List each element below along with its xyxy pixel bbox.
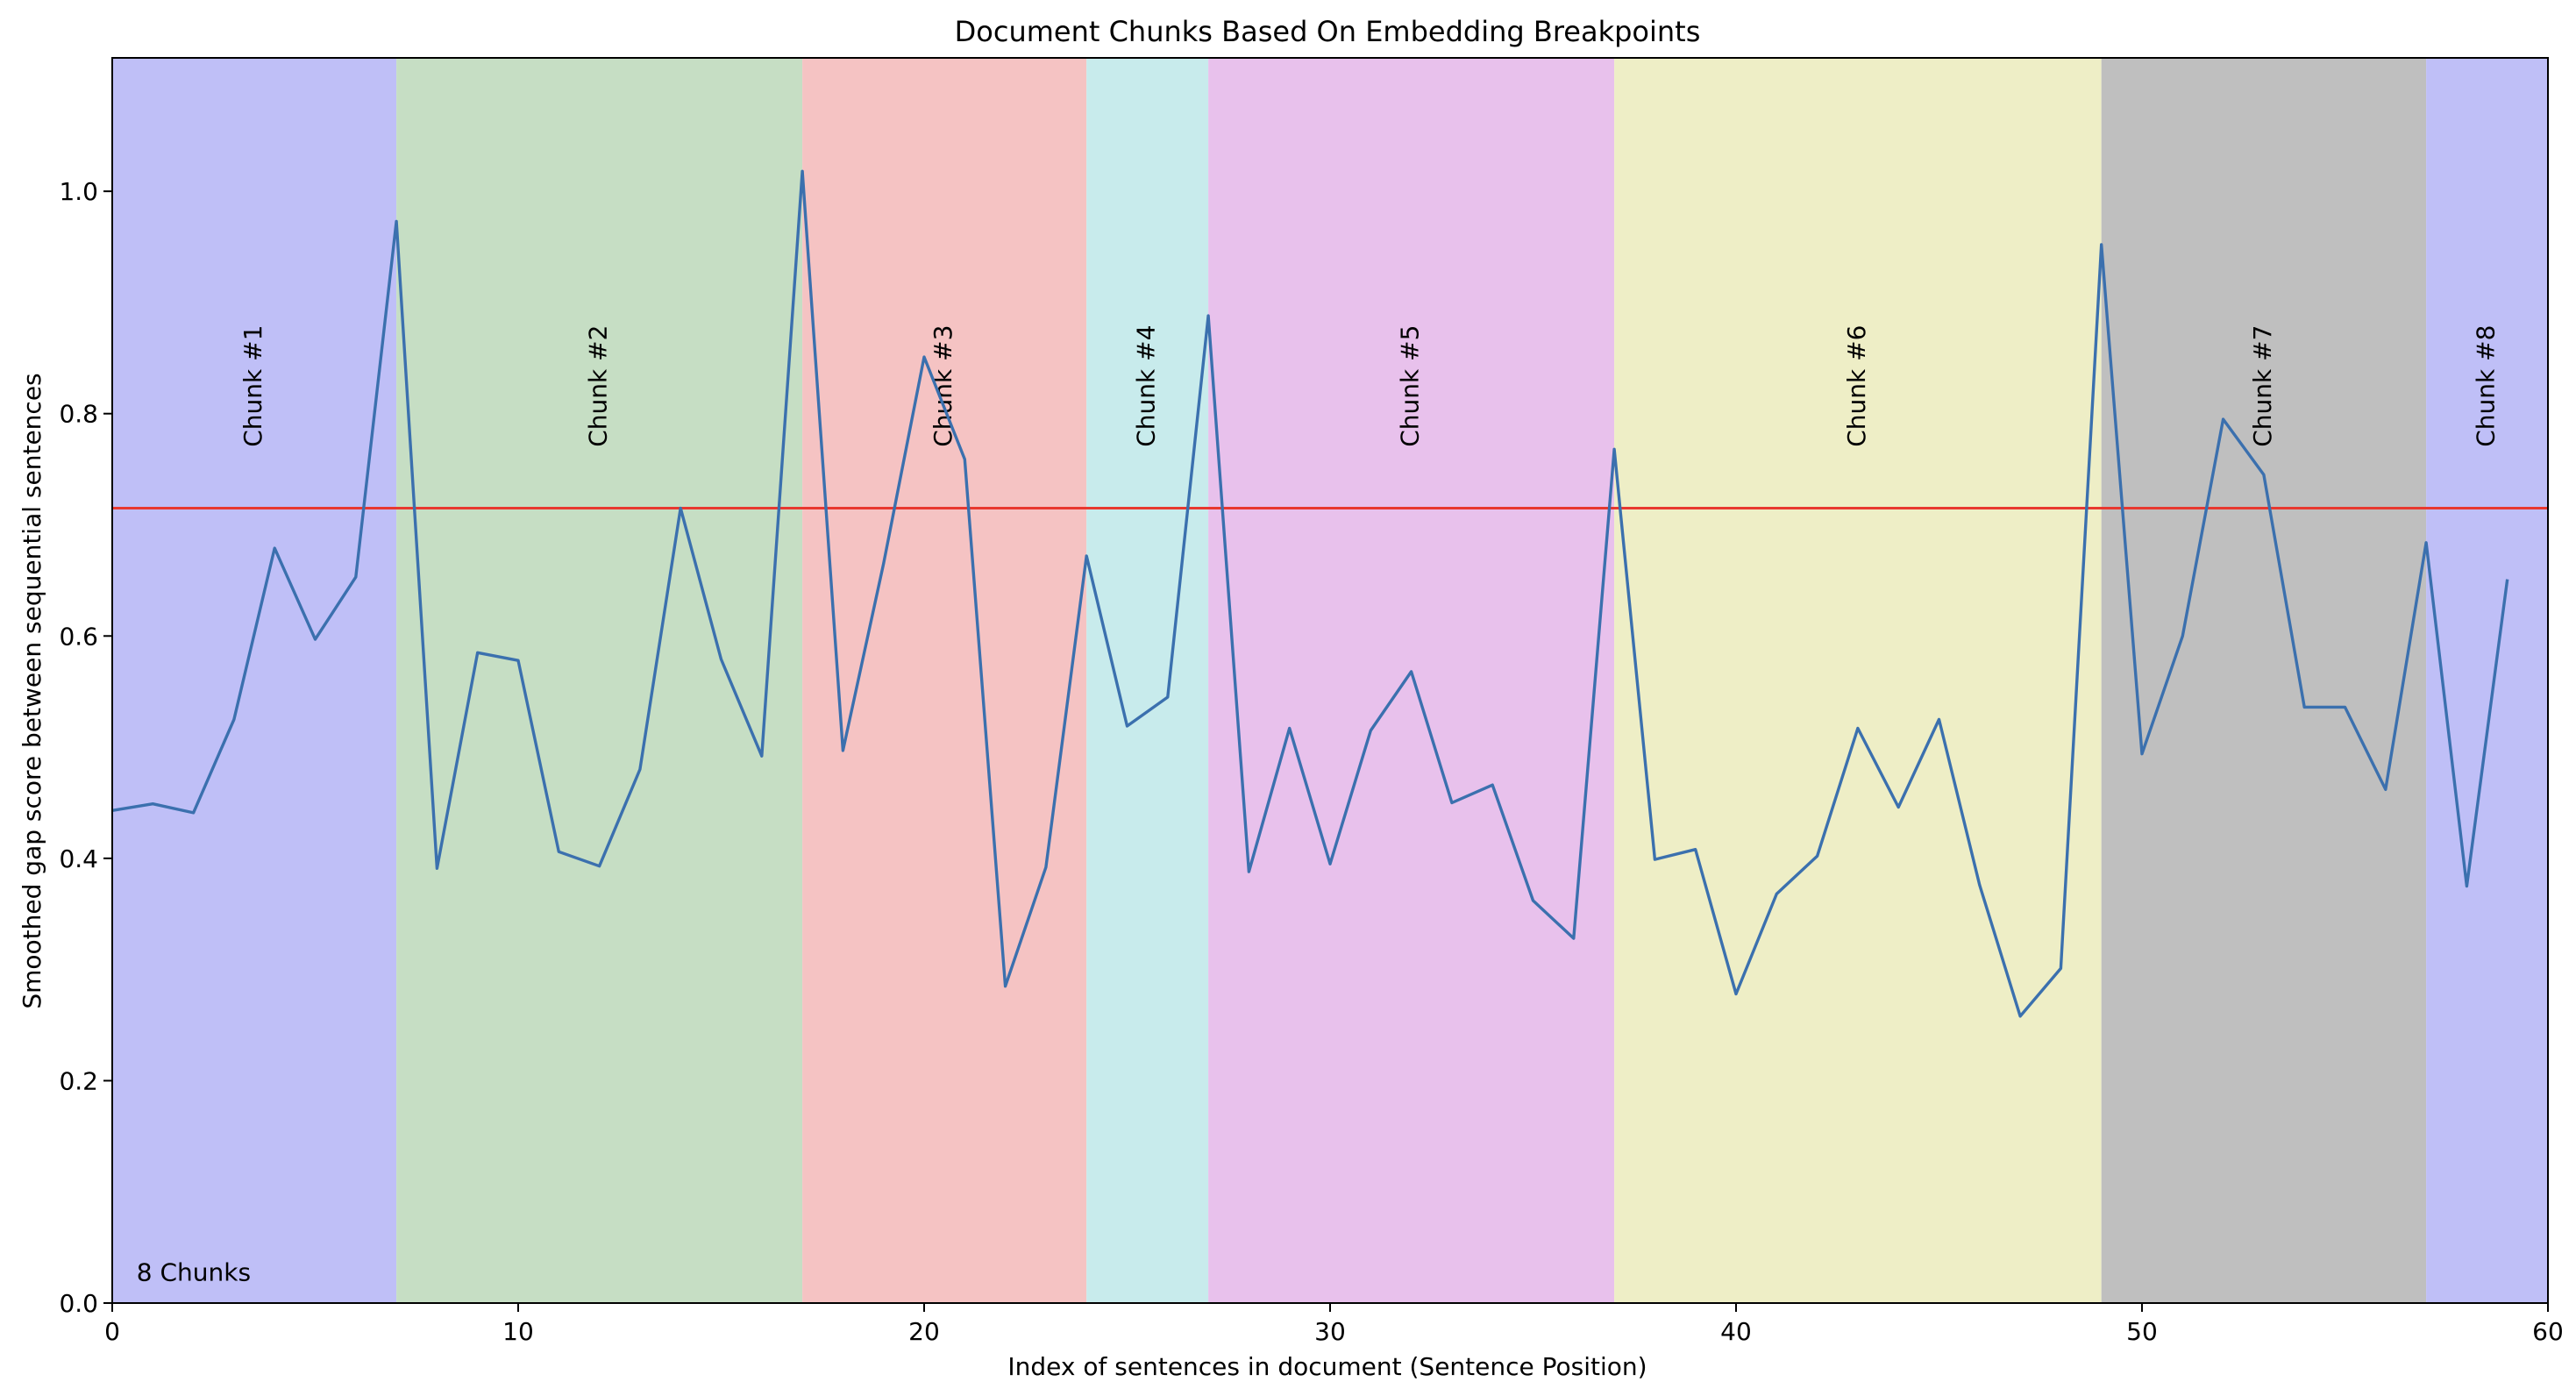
y-tick-label: 1.0 — [59, 177, 98, 206]
y-tick-label: 0.6 — [59, 622, 98, 651]
chunk-band-1 — [112, 58, 397, 1303]
x-tick-label: 30 — [1314, 1317, 1346, 1346]
y-tick-label: 0.2 — [59, 1066, 98, 1095]
y-axis-label: Smoothed gap score between sequential se… — [18, 373, 46, 1008]
chunk-label-8: Chunk #8 — [2472, 325, 2501, 447]
chunk-label-4: Chunk #4 — [1132, 325, 1161, 447]
y-axis: 0.0 0.2 0.4 0.6 0.8 1.0 — [59, 177, 112, 1318]
chunk-label-7: Chunk #7 — [2248, 325, 2277, 447]
y-tick-label: 0.8 — [59, 400, 98, 429]
y-tick-label: 0.4 — [59, 844, 98, 873]
x-tick-label: 40 — [1720, 1317, 1752, 1346]
x-axis-label: Index of sentences in document (Sentence… — [1007, 1352, 1647, 1381]
chunk-label-1: Chunk #1 — [238, 325, 267, 447]
chunk-bands — [112, 58, 2548, 1303]
chunk-labels: Chunk #1 Chunk #2 Chunk #3 Chunk #4 Chunk #5… — [238, 325, 2501, 447]
chunk-band-3 — [802, 58, 1087, 1303]
chunk-label-5: Chunk #5 — [1396, 325, 1425, 447]
chunk-label-2: Chunk #2 — [584, 325, 613, 447]
x-tick-label: 50 — [2126, 1317, 2158, 1346]
chunk-band-5 — [1208, 58, 1615, 1303]
chart-title: Document Chunks Based On Embedding Break… — [955, 15, 1701, 48]
chunk-band-7 — [2101, 58, 2427, 1303]
y-tick-label: 0.0 — [59, 1289, 98, 1318]
x-tick-label: 10 — [502, 1317, 534, 1346]
x-tick-label: 20 — [908, 1317, 940, 1346]
chunk-band-8 — [2426, 58, 2548, 1303]
chunk-count-annotation: 8 Chunks — [137, 1258, 251, 1287]
chunk-band-6 — [1614, 58, 2102, 1303]
chunk-band-2 — [396, 58, 803, 1303]
x-axis: 0 10 20 30 40 50 60 — [104, 1303, 2564, 1346]
chunk-band-4 — [1086, 58, 1209, 1303]
x-tick-label: 60 — [2532, 1317, 2564, 1346]
chunk-label-6: Chunk #6 — [1842, 325, 1871, 447]
gap-score-line — [111, 169, 2509, 1018]
x-tick-label: 0 — [104, 1317, 120, 1346]
